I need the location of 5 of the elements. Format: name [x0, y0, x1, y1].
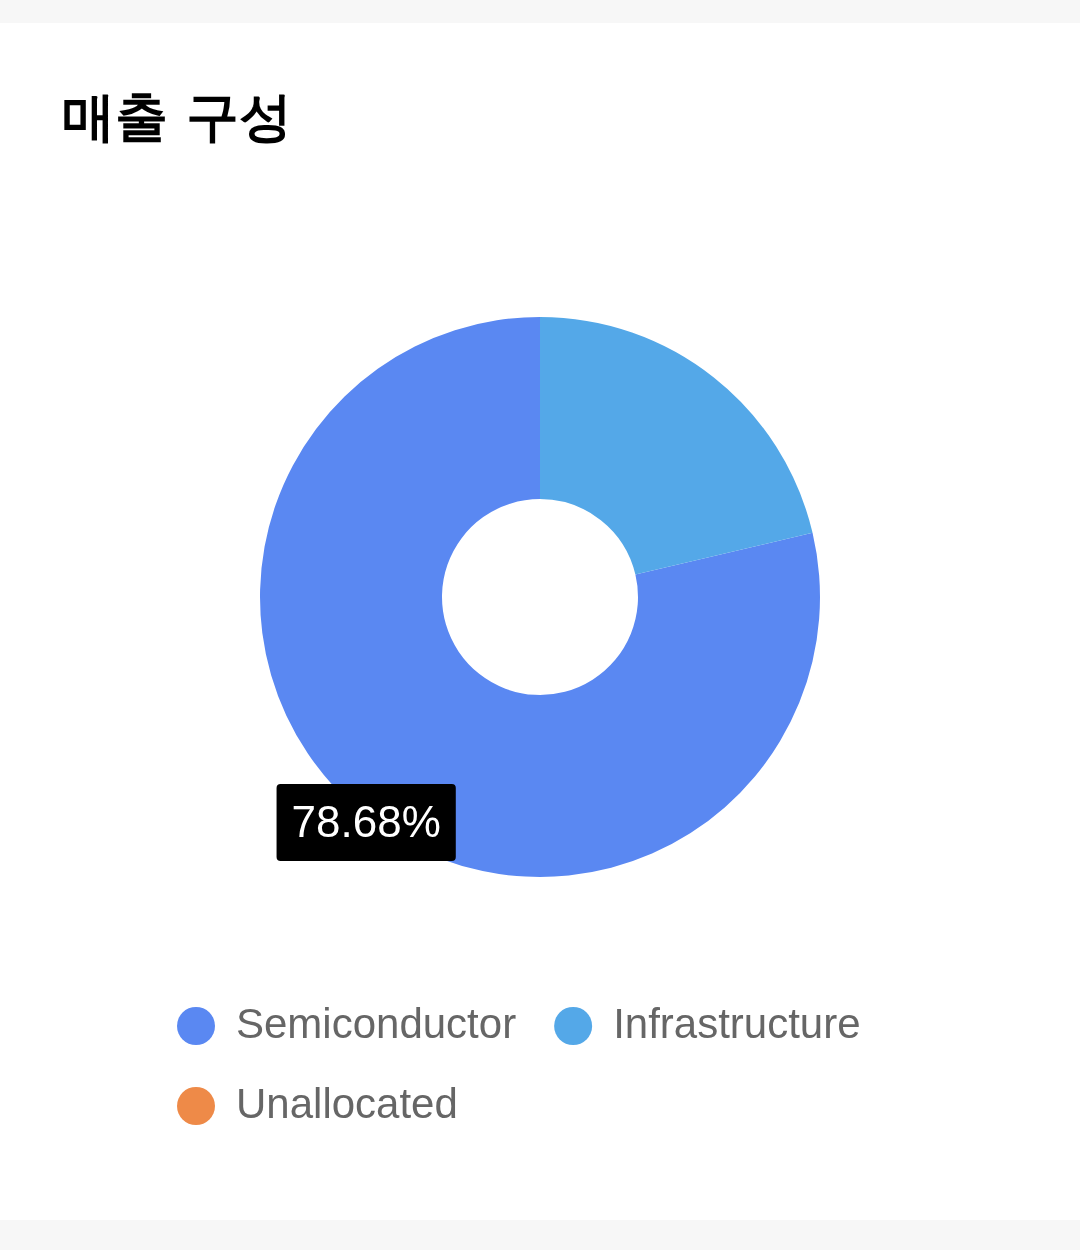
chart-title: 매출 구성	[62, 85, 293, 149]
data-label: 78.68%	[291, 796, 441, 846]
legend-label: Unallocated	[236, 1079, 458, 1127]
legend-label: Infrastructure	[613, 999, 861, 1047]
legend-label: Semiconductor	[236, 999, 517, 1047]
